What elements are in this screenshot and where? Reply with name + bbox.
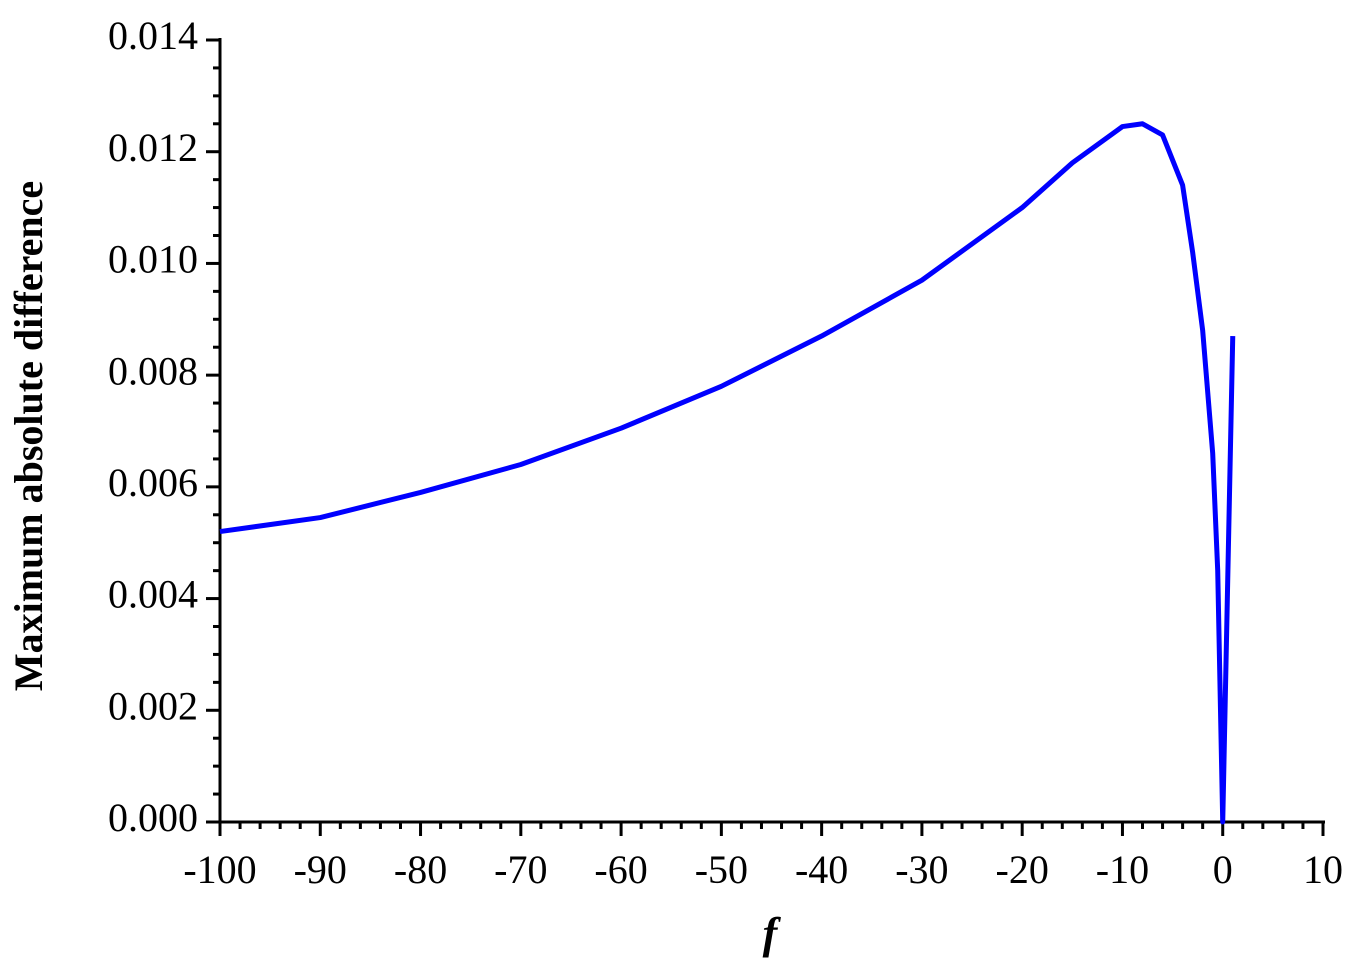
- y-tick-label: 0.008: [108, 348, 198, 393]
- x-tick-label: -40: [795, 847, 848, 892]
- data-line: [219, 121, 1236, 825]
- y-tick-label: 0.006: [108, 460, 198, 505]
- y-tick-label: 0.014: [108, 13, 198, 58]
- x-tick-label: -80: [394, 847, 447, 892]
- x-axis-label: f: [763, 909, 782, 958]
- x-tick-label: -10: [1096, 847, 1149, 892]
- x-tick-label: 10: [1303, 847, 1343, 892]
- x-tick-label: -70: [494, 847, 547, 892]
- x-tick-label: -50: [695, 847, 748, 892]
- x-tick-label: -20: [996, 847, 1049, 892]
- y-tick-label: 0.010: [108, 237, 198, 282]
- y-tick-label: 0.004: [108, 572, 198, 617]
- y-tick-label: 0.012: [108, 125, 198, 170]
- y-axis-label: Maximum absolute difference: [6, 181, 51, 691]
- x-tick-label: 0: [1213, 847, 1233, 892]
- x-tick-label: -60: [594, 847, 647, 892]
- y-tick-label: 0.000: [108, 795, 198, 840]
- x-tick-label: -100: [183, 847, 256, 892]
- x-tick-label: -30: [895, 847, 948, 892]
- y-tick-label: 0.002: [108, 683, 198, 728]
- x-tick-label: -90: [294, 847, 347, 892]
